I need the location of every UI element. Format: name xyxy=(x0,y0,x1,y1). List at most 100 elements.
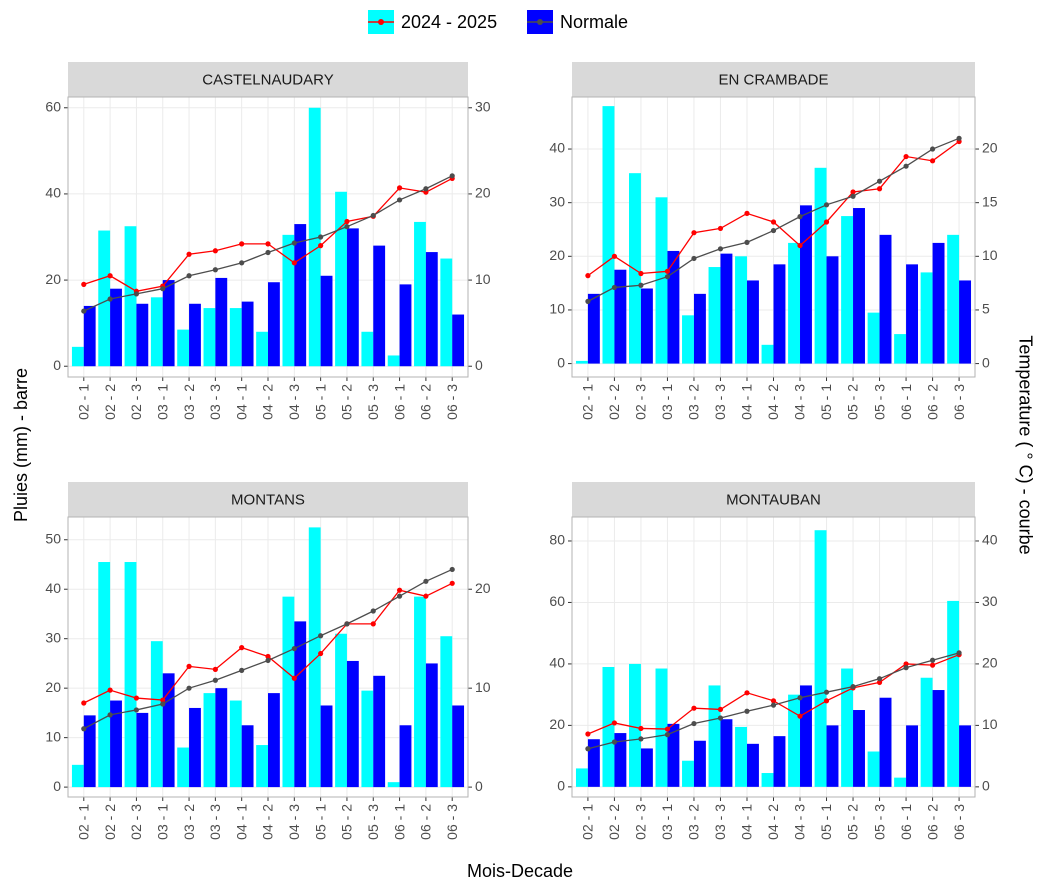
point xyxy=(876,676,883,682)
point xyxy=(717,715,724,721)
bar xyxy=(655,668,668,787)
point xyxy=(318,633,324,639)
point xyxy=(770,698,777,704)
y2-tick-label: 20 xyxy=(475,185,491,201)
point xyxy=(691,255,697,262)
bar xyxy=(667,723,680,787)
x-tick-label: 05 - 2 xyxy=(845,384,861,420)
bar xyxy=(387,782,400,788)
x-tick-label: 05 - 1 xyxy=(312,384,328,420)
point xyxy=(717,706,724,713)
bar xyxy=(361,331,374,367)
point xyxy=(903,153,909,160)
y-tick-label: 60 xyxy=(45,98,61,114)
bar xyxy=(667,250,680,364)
point xyxy=(239,241,245,247)
bar xyxy=(150,641,163,788)
bar xyxy=(162,280,175,367)
bar xyxy=(335,191,347,367)
bar xyxy=(602,666,615,787)
y-tick-label: 80 xyxy=(549,532,565,548)
bar xyxy=(124,226,137,367)
panel-border xyxy=(67,96,469,378)
point xyxy=(823,219,830,225)
y-tick-label: 20 xyxy=(549,247,565,263)
bar xyxy=(268,282,280,367)
bar xyxy=(256,745,268,788)
bar xyxy=(425,252,438,367)
point xyxy=(186,663,192,669)
bar xyxy=(136,303,149,367)
panel: EN CRAMBADE 0 10 20 30 40 0 5 10 15 20 02 - 1 02 - 2… xyxy=(549,62,998,420)
bar xyxy=(256,331,268,367)
point xyxy=(265,657,271,664)
x-tick-label: 04 - 3 xyxy=(792,804,808,840)
y-tick-label: 50 xyxy=(45,530,61,546)
bar xyxy=(162,673,175,788)
point xyxy=(717,225,724,232)
point xyxy=(611,284,618,291)
point xyxy=(611,253,618,259)
point xyxy=(212,267,218,273)
x-tick-label: 05 - 1 xyxy=(312,804,328,840)
legend-point xyxy=(537,19,543,25)
bar xyxy=(602,106,615,364)
bar xyxy=(906,264,918,364)
x-tick-label: 06 - 1 xyxy=(898,804,914,840)
bar xyxy=(735,256,747,364)
bar xyxy=(387,355,400,367)
strip xyxy=(572,62,975,97)
bar xyxy=(761,773,774,787)
x-tick-label: 06 - 2 xyxy=(924,804,940,840)
panel-title: CASTELNAUDARY xyxy=(202,71,333,88)
point xyxy=(265,249,271,256)
x-tick-label: 04 - 2 xyxy=(765,804,781,840)
point xyxy=(212,248,218,254)
point xyxy=(133,707,140,713)
legend-label: 2024 - 2025 xyxy=(401,12,497,32)
x-tick-label: 06 - 2 xyxy=(418,804,434,840)
bar xyxy=(452,314,465,367)
x-tick-label: 04 - 2 xyxy=(260,804,276,840)
y2-tick-label: 10 xyxy=(475,271,491,287)
x-tick-label: 02 - 1 xyxy=(580,384,596,420)
x-tick-label: 03 - 2 xyxy=(686,804,702,840)
point xyxy=(449,580,455,586)
bar xyxy=(853,710,865,787)
x-tick-label: 06 - 3 xyxy=(444,384,460,420)
point xyxy=(823,698,830,704)
y2-tick-label: 30 xyxy=(475,98,491,114)
y2-tick-label: 30 xyxy=(982,593,998,609)
y2-tick-label: 10 xyxy=(982,247,998,263)
x-tick-label: 04 - 1 xyxy=(233,804,249,840)
bar-series: 2024 - 2025 xyxy=(71,527,453,788)
point xyxy=(876,186,883,192)
bar xyxy=(575,360,588,364)
point xyxy=(291,645,297,652)
bar xyxy=(110,700,122,788)
x-tick-label: 02 - 2 xyxy=(606,384,622,420)
x-tick-label: 06 - 3 xyxy=(951,384,967,420)
bar xyxy=(841,668,854,787)
y2-tick-label: 0 xyxy=(982,354,990,370)
bar xyxy=(241,725,254,788)
point xyxy=(664,732,671,738)
panel-title: EN CRAMBADE xyxy=(718,71,828,88)
point xyxy=(638,736,644,742)
x-tick-label: 03 - 2 xyxy=(686,384,702,420)
point xyxy=(638,270,644,277)
bar xyxy=(229,700,242,788)
bar xyxy=(720,253,733,364)
bar xyxy=(879,697,892,787)
bar xyxy=(814,530,827,787)
point xyxy=(370,621,376,627)
bar xyxy=(124,562,137,788)
bar xyxy=(335,633,347,788)
line-series: 2024 - 2025 xyxy=(585,138,962,279)
bar xyxy=(761,344,774,364)
point xyxy=(133,291,140,297)
bar xyxy=(906,725,918,787)
y2-tick-label: 20 xyxy=(475,580,491,596)
bar-series: 2024 - 2025 xyxy=(575,530,960,787)
x-tick-label: 05 - 2 xyxy=(845,804,861,840)
